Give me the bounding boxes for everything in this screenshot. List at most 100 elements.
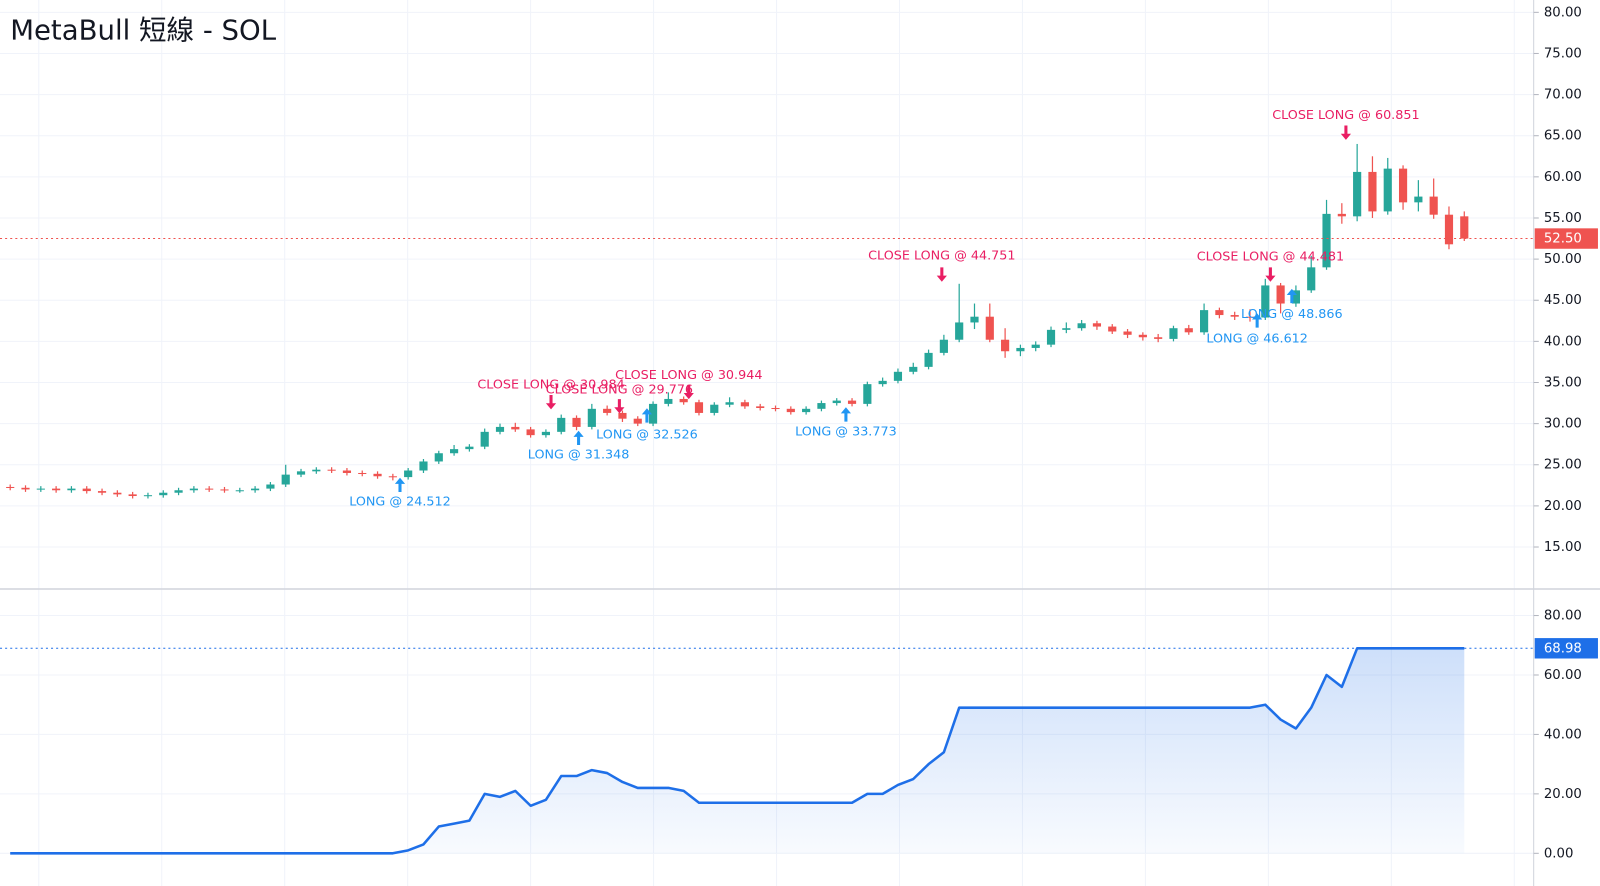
- candle-body: [1108, 326, 1117, 332]
- candle-body: [1291, 290, 1300, 304]
- long-arrow: [1286, 288, 1297, 304]
- long-arrow: [394, 477, 406, 492]
- candle-body: [740, 402, 749, 407]
- candle-body: [128, 494, 137, 497]
- candle-body: [1001, 339, 1010, 352]
- last-value-label: 68.98: [1544, 641, 1582, 656]
- candle-body: [281, 474, 290, 485]
- candle-body: [802, 408, 811, 413]
- candle-body: [603, 408, 612, 413]
- y-tick-label: 40.00: [1544, 334, 1582, 349]
- candle-body: [465, 446, 474, 450]
- candle-body: [296, 471, 306, 475]
- candle-body: [847, 400, 857, 404]
- y-tick-label: 80.00: [1544, 5, 1582, 20]
- candle-body: [21, 487, 30, 490]
- long-arrow: [840, 407, 852, 422]
- candle-body: [1276, 285, 1285, 304]
- y-tick-label: 0.00: [1544, 846, 1574, 861]
- candle-body: [1138, 334, 1147, 338]
- candle-body: [526, 429, 535, 436]
- chart-title: MetaBull 短線 - SOL: [10, 15, 276, 47]
- candle-body: [1046, 329, 1056, 345]
- y-tick-label: 35.00: [1544, 375, 1582, 390]
- candle-body: [1230, 315, 1239, 317]
- long-label: LONG @ 48.866: [1241, 307, 1343, 322]
- candle-body: [358, 472, 367, 475]
- candle-body: [1383, 168, 1392, 212]
- close-arrow: [1340, 125, 1352, 140]
- candle-body: [1414, 196, 1423, 203]
- candle-body: [1092, 323, 1102, 327]
- last-value-tag: [1534, 638, 1598, 659]
- y-tick-label: 60.00: [1544, 170, 1582, 185]
- candle-body: [1261, 285, 1270, 318]
- close-label: CLOSE LONG @ 30.944: [615, 368, 762, 383]
- candle-body: [1460, 216, 1469, 239]
- candle-body: [52, 488, 61, 491]
- candle-body: [893, 371, 903, 381]
- candle-body: [495, 426, 505, 432]
- candle-body: [189, 488, 198, 491]
- close-label: CLOSE LONG @ 30.984: [477, 377, 624, 392]
- candle-body: [725, 402, 734, 405]
- long-label: LONG @ 33.773: [795, 424, 897, 439]
- candle-body: [388, 476, 397, 478]
- candle-body: [373, 473, 382, 477]
- candle-body: [694, 402, 704, 413]
- candle-body: [1200, 310, 1209, 333]
- candle-body: [679, 398, 688, 403]
- candle-body: [113, 492, 122, 495]
- close-label: CLOSE LONG @ 44.481: [1197, 250, 1344, 265]
- long-label: LONG @ 46.612: [1206, 331, 1308, 346]
- candle-body: [6, 486, 15, 488]
- equity-area: [10, 648, 1465, 854]
- candle-body: [817, 403, 826, 409]
- candle-body: [909, 366, 918, 372]
- candle-body: [664, 398, 673, 404]
- y-tick-label: 20.00: [1544, 787, 1582, 802]
- candle-body: [1307, 267, 1316, 291]
- candle-body: [1215, 310, 1224, 316]
- long-label: LONG @ 32.526: [596, 427, 698, 442]
- candle-body: [1016, 347, 1025, 352]
- candle-body: [541, 431, 550, 436]
- candle-body: [511, 426, 520, 430]
- y-tick-label: 45.00: [1544, 293, 1582, 308]
- long-arrow: [1252, 313, 1263, 328]
- y-tick-label: 50.00: [1544, 252, 1582, 267]
- y-tick-label: 25.00: [1544, 458, 1582, 473]
- candle-body: [1245, 316, 1255, 318]
- candle-body: [327, 469, 336, 471]
- close-label: CLOSE LONG @ 29.776: [546, 382, 693, 397]
- candle-body: [939, 339, 948, 353]
- candle-body: [985, 316, 994, 340]
- y-tick-label: 20.00: [1544, 499, 1582, 514]
- candle-body: [878, 380, 887, 385]
- candle-body: [832, 400, 841, 404]
- candle-body: [220, 489, 229, 491]
- candle-body: [1184, 328, 1193, 333]
- last-price-tag: [1534, 228, 1598, 249]
- candle-body: [205, 488, 214, 490]
- long-label: LONG @ 31.348: [528, 448, 630, 463]
- equity-line: [10, 647, 1465, 855]
- candle-body: [771, 407, 780, 410]
- candle-body: [97, 491, 107, 493]
- candle-body: [863, 384, 872, 404]
- y-tick-label: 55.00: [1544, 211, 1582, 226]
- candle-body: [924, 352, 933, 367]
- y-tick-label: 60.00: [1544, 668, 1582, 683]
- candle-body: [955, 322, 964, 340]
- candle-body: [1062, 328, 1071, 330]
- candle-body: [174, 490, 183, 493]
- candle-body: [312, 469, 321, 472]
- candle-body: [1353, 171, 1362, 217]
- long-arrow: [641, 408, 653, 423]
- long-label: LONG @ 24.512: [349, 495, 451, 510]
- candle-body: [970, 316, 979, 323]
- candle-body: [67, 488, 76, 491]
- y-tick-label: 75.00: [1544, 46, 1582, 61]
- candle-body: [1322, 213, 1331, 268]
